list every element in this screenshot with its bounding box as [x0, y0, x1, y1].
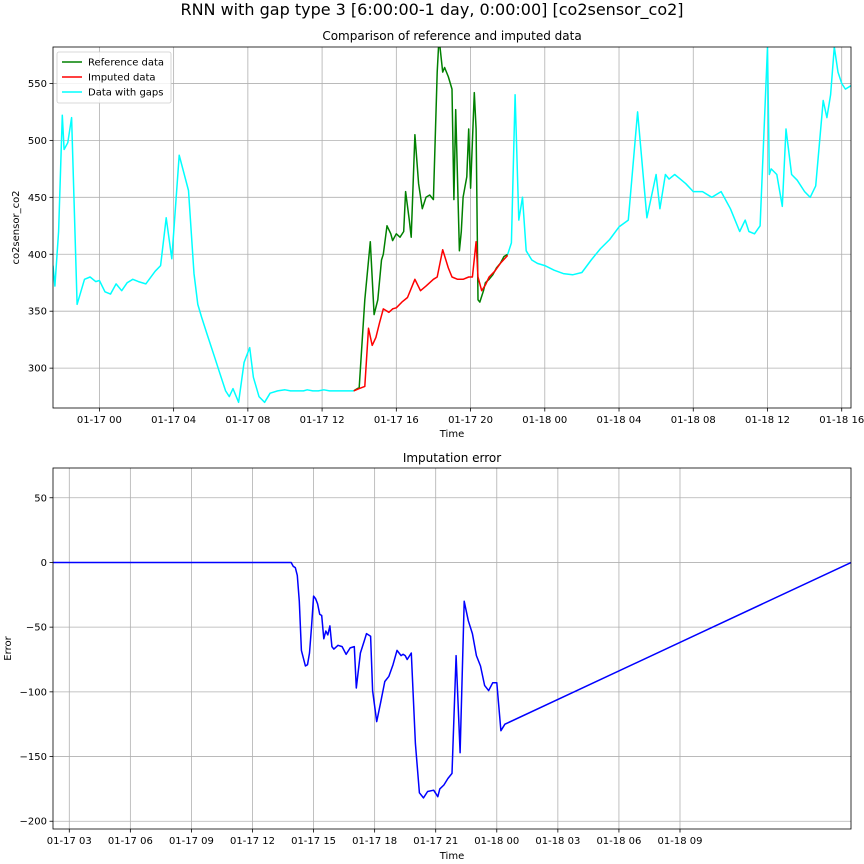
y-tick-label: 550: [28, 79, 47, 90]
y-axis-label: co2sensor_co2: [11, 190, 22, 264]
plot-frame: [52, 467, 852, 830]
series-line-data-with-gaps-3: [506, 47, 851, 276]
x-tick-label: 01-17 20: [448, 415, 493, 426]
y-tick-label: −100: [20, 687, 47, 698]
x-tick-label: 01-17 04: [151, 415, 196, 426]
legend-box: [56, 51, 172, 104]
y-tick-label: 500: [28, 136, 47, 147]
y-axis-label: Error: [3, 635, 14, 660]
x-tick-label: 01-17 00: [77, 415, 122, 426]
x-tick-label: 01-18 06: [596, 836, 641, 847]
legend-label: Reference data: [88, 58, 164, 69]
chart-title: Imputation error: [403, 451, 501, 465]
legend-label: Data with gaps: [88, 88, 163, 99]
y-tick-label: 0: [41, 558, 47, 569]
legend-label: Imputed data: [88, 73, 156, 84]
x-tick-label: 01-18 00: [474, 836, 519, 847]
x-tick-label: 01-18 08: [671, 415, 716, 426]
x-tick-label: 01-17 12: [230, 836, 275, 847]
x-tick-label: 01-17 12: [300, 415, 345, 426]
x-tick-label: 01-18 12: [745, 415, 790, 426]
chart-title: Comparison of reference and imputed data: [322, 29, 581, 43]
y-tick-label: 400: [28, 250, 47, 261]
y-tick-label: 300: [28, 364, 47, 375]
y-tick-label: 350: [28, 307, 47, 318]
y-tick-label: −200: [20, 817, 47, 828]
x-tick-label: 01-18 16: [819, 415, 864, 426]
x-axis-label: Time: [439, 851, 464, 862]
y-tick-label: 450: [28, 193, 47, 204]
x-tick-label: 01-17 06: [108, 836, 153, 847]
x-tick-label: 01-18 03: [535, 836, 580, 847]
x-tick-label: 01-17 08: [225, 415, 270, 426]
x-tick-label: 01-18 09: [658, 836, 703, 847]
x-tick-label: 01-17 21: [413, 836, 458, 847]
series-line-data-with-gaps-2: [53, 114, 354, 404]
x-tick-label: 01-18 00: [522, 415, 567, 426]
comparison-chart: 01-17 00 01-17 04 01-17 08 01-17 12 01-17 16…: [11, 29, 864, 440]
x-tick-label: 01-17 15: [291, 836, 336, 847]
series-line-imputed-data-1: [353, 240, 509, 392]
x-tick-label: 01-17 09: [169, 836, 214, 847]
x-tick-label: 01-17 18: [352, 836, 397, 847]
x-tick-label: 01-17 03: [47, 836, 92, 847]
y-tick-label: 50: [34, 493, 47, 504]
series-line-error-0: [53, 561, 851, 799]
y-tick-label: −50: [26, 623, 47, 634]
x-axis-label: Time: [439, 429, 464, 440]
series-line-reference-data-0: [353, 47, 509, 392]
y-tick-label: −150: [20, 752, 47, 763]
x-tick-label: 01-17 16: [374, 415, 419, 426]
imputation-error-chart: 01-17 03 01-17 06 01-17 09 01-17 12 01-17 15…: [3, 451, 852, 862]
x-tick-label: 01-18 04: [597, 415, 642, 426]
plot-frame: [52, 46, 852, 409]
figure-suptitle: RNN with gap type 3 [6:00:00-1 day, 0:00…: [180, 0, 683, 20]
legend: Reference data Imputed data Data with gaps: [56, 51, 172, 104]
